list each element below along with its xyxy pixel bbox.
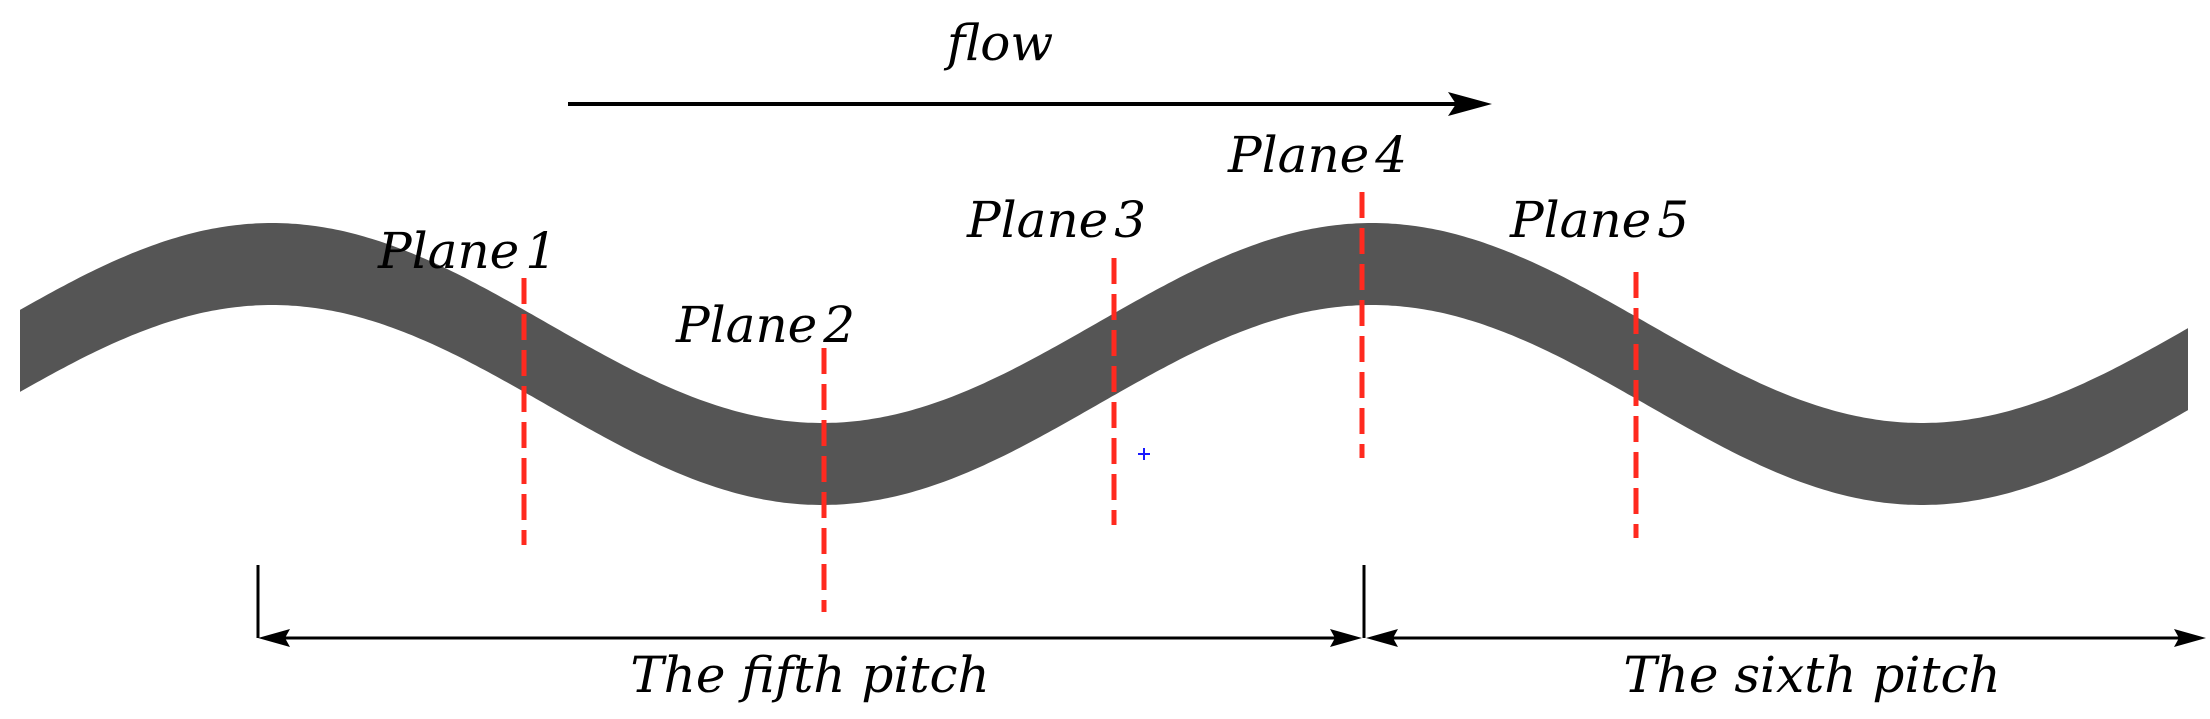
- fifth-pitch-arrowhead-left: [258, 629, 290, 647]
- plane-label-3: Plane 3: [966, 191, 1146, 249]
- pitch-dimensions: The fifth pitch The sixth pitch: [256, 565, 2206, 704]
- fifth-pitch-arrowhead-right: [1330, 629, 1362, 647]
- plane-label-4: Plane 4: [1227, 126, 1407, 184]
- plane-label-5: Plane 5: [1509, 191, 1689, 249]
- flow-indicator: flow: [568, 14, 1492, 116]
- wavy-channel: [20, 223, 2188, 505]
- plane-label-2: Plane 2: [675, 296, 855, 354]
- flow-label: flow: [943, 14, 1053, 72]
- flow-arrowhead: [1448, 92, 1492, 116]
- cursor-marker: [1138, 448, 1150, 460]
- plane-labels: Plane 1 Plane 2 Plane 3 Plane 4 Plane 5: [377, 126, 1689, 354]
- sixth-pitch-label: The sixth pitch: [1623, 646, 2000, 704]
- plane-lines: [521, 192, 1639, 612]
- sixth-pitch-arrowhead-left: [1366, 629, 1398, 647]
- fifth-pitch-label: The fifth pitch: [630, 646, 989, 704]
- plane-label-1: Plane 1: [377, 222, 557, 280]
- sixth-pitch-arrowhead-right: [2174, 629, 2206, 647]
